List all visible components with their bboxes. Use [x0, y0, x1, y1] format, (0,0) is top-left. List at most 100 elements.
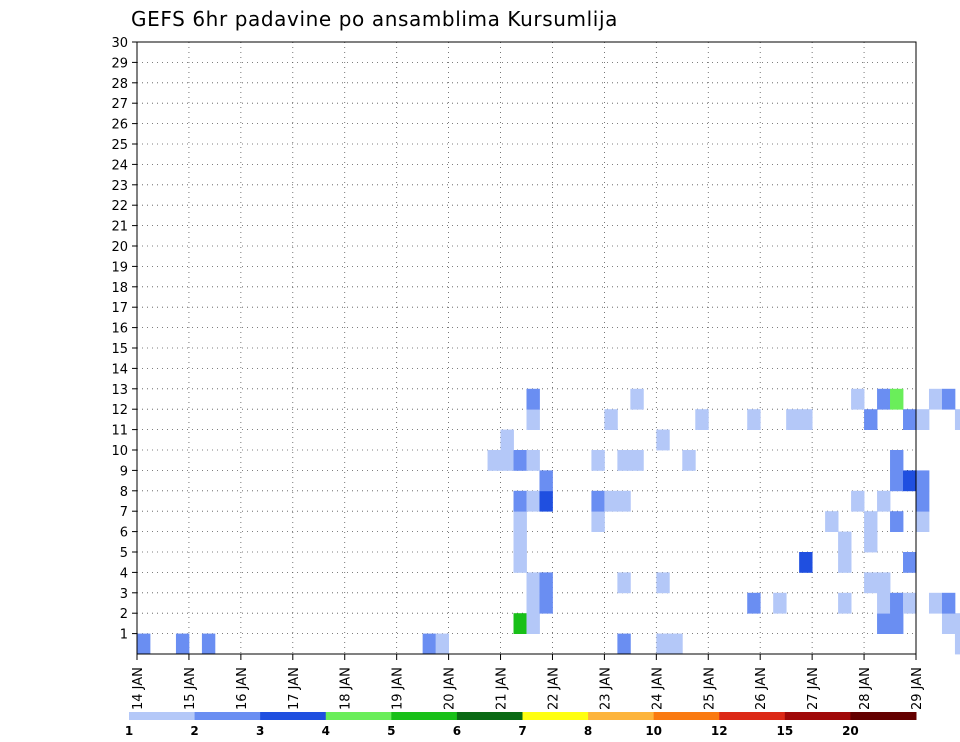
heatmap-cell — [838, 552, 852, 573]
legend-color-swatch — [260, 712, 327, 720]
heatmap-cell — [526, 572, 540, 594]
heatmap-cells — [137, 388, 960, 655]
heatmap-cell — [747, 592, 761, 614]
legend-color-swatch — [653, 712, 720, 720]
heatmap-cell — [513, 450, 527, 471]
heatmap-cell — [838, 531, 852, 553]
heatmap-cell — [786, 409, 800, 430]
x-tick-label: 16 JAN — [235, 667, 250, 710]
y-tick-label: 6 — [120, 526, 128, 541]
y-tick-label: 17 — [111, 301, 128, 316]
heatmap-cell — [526, 613, 540, 634]
heatmap-cell — [201, 633, 216, 655]
y-tick-label: 13 — [111, 383, 128, 398]
heatmap-cell — [630, 450, 644, 471]
x-tick-label: 17 JAN — [287, 667, 302, 710]
x-tick-label: 28 JAN — [858, 667, 873, 710]
legend-label: 12 — [711, 724, 728, 738]
heatmap-cell — [928, 592, 943, 614]
heatmap-cell — [500, 450, 514, 471]
heatmap-cell — [539, 490, 553, 512]
y-tick-label: 20 — [111, 240, 128, 255]
heatmap-cell — [954, 409, 960, 430]
heatmap-cell — [513, 490, 527, 512]
legend-color-swatch — [456, 712, 523, 720]
y-tick-label: 30 — [111, 36, 128, 51]
y-tick-label: 26 — [111, 118, 128, 133]
y-tick-label: 25 — [111, 138, 128, 153]
color-legend: 1 2 3 4 5 6 7 8 10 12 15 20 — [125, 712, 917, 738]
heatmap-cell — [656, 572, 670, 594]
y-tick-label: 28 — [111, 77, 128, 92]
heatmap-cell — [669, 633, 683, 655]
heatmap-cell — [604, 490, 618, 512]
y-tick-label: 7 — [120, 505, 128, 520]
heatmap-cell — [825, 511, 839, 532]
heatmap-cell — [877, 388, 891, 410]
heatmap-cell — [890, 613, 904, 634]
x-tick-label: 18 JAN — [339, 667, 354, 710]
legend-label: 20 — [842, 724, 859, 738]
heatmap-cell — [617, 450, 631, 471]
heatmap-cell — [591, 511, 605, 532]
legend-color-swatch — [784, 712, 851, 720]
x-tick-label: 20 JAN — [443, 667, 458, 710]
y-tick-label: 3 — [120, 587, 128, 602]
heatmap-cell — [954, 613, 960, 634]
heatmap-cell — [500, 429, 514, 451]
y-tick-label: 15 — [111, 342, 128, 357]
heatmap-cell — [890, 592, 904, 614]
y-tick-label: 10 — [111, 444, 128, 459]
heatmap-cell — [890, 388, 904, 410]
x-tick-label: 19 JAN — [391, 667, 406, 710]
heatmap-cell — [864, 511, 878, 532]
legend-label: 2 — [190, 724, 198, 738]
legend-label: 15 — [776, 724, 793, 738]
heatmap-cell — [591, 490, 605, 512]
y-tick-label: 21 — [111, 220, 128, 235]
x-tick-label: 24 JAN — [650, 667, 665, 710]
heatmap-cell — [513, 552, 527, 573]
x-tick-label: 25 JAN — [702, 667, 717, 710]
legend-color-swatch — [588, 712, 655, 720]
heatmap-cell — [799, 409, 813, 430]
heatmap-cell — [513, 511, 527, 532]
y-tick-label: 16 — [111, 322, 128, 337]
heatmap-cell — [903, 552, 917, 573]
heatmap-cell — [941, 613, 956, 634]
heatmap-cell — [604, 409, 618, 430]
heatmap-cell — [137, 633, 151, 655]
x-tick-label: 26 JAN — [754, 667, 769, 710]
legend-label: 5 — [387, 724, 395, 738]
heatmap-cell — [877, 490, 891, 512]
heatmap-cell — [877, 592, 891, 614]
heatmap-cell — [916, 511, 930, 532]
heatmap-cell — [877, 613, 891, 634]
heatmap-cell — [916, 490, 930, 512]
heatmap-cell — [864, 531, 878, 553]
heatmap-cell — [656, 429, 670, 451]
heatmap-cell — [539, 592, 553, 614]
legend-label: 1 — [125, 724, 133, 738]
heatmap-cell — [903, 470, 917, 492]
heatmap-cell — [526, 592, 540, 614]
legend-color-swatch — [391, 712, 458, 720]
heatmap-cell — [539, 572, 553, 594]
y-tick-label: 14 — [111, 362, 128, 377]
y-tick-label: 23 — [111, 179, 128, 194]
x-tick-label: 14 JAN — [131, 667, 146, 710]
legend-label: 10 — [645, 724, 662, 738]
y-tick-label: 1 — [120, 628, 128, 643]
y-tick-label: 5 — [120, 546, 128, 561]
y-tick-label: 27 — [111, 97, 128, 112]
legend-color-swatch — [850, 712, 917, 720]
heatmap-cell — [526, 450, 540, 471]
heatmap-cell — [864, 572, 878, 594]
heatmap-cell — [617, 572, 631, 594]
heatmap-cell — [617, 490, 631, 512]
legend-color-swatch — [719, 712, 786, 720]
heatmap-cell — [526, 490, 540, 512]
heatmap-cell — [916, 409, 930, 430]
heatmap-cell — [851, 490, 865, 512]
